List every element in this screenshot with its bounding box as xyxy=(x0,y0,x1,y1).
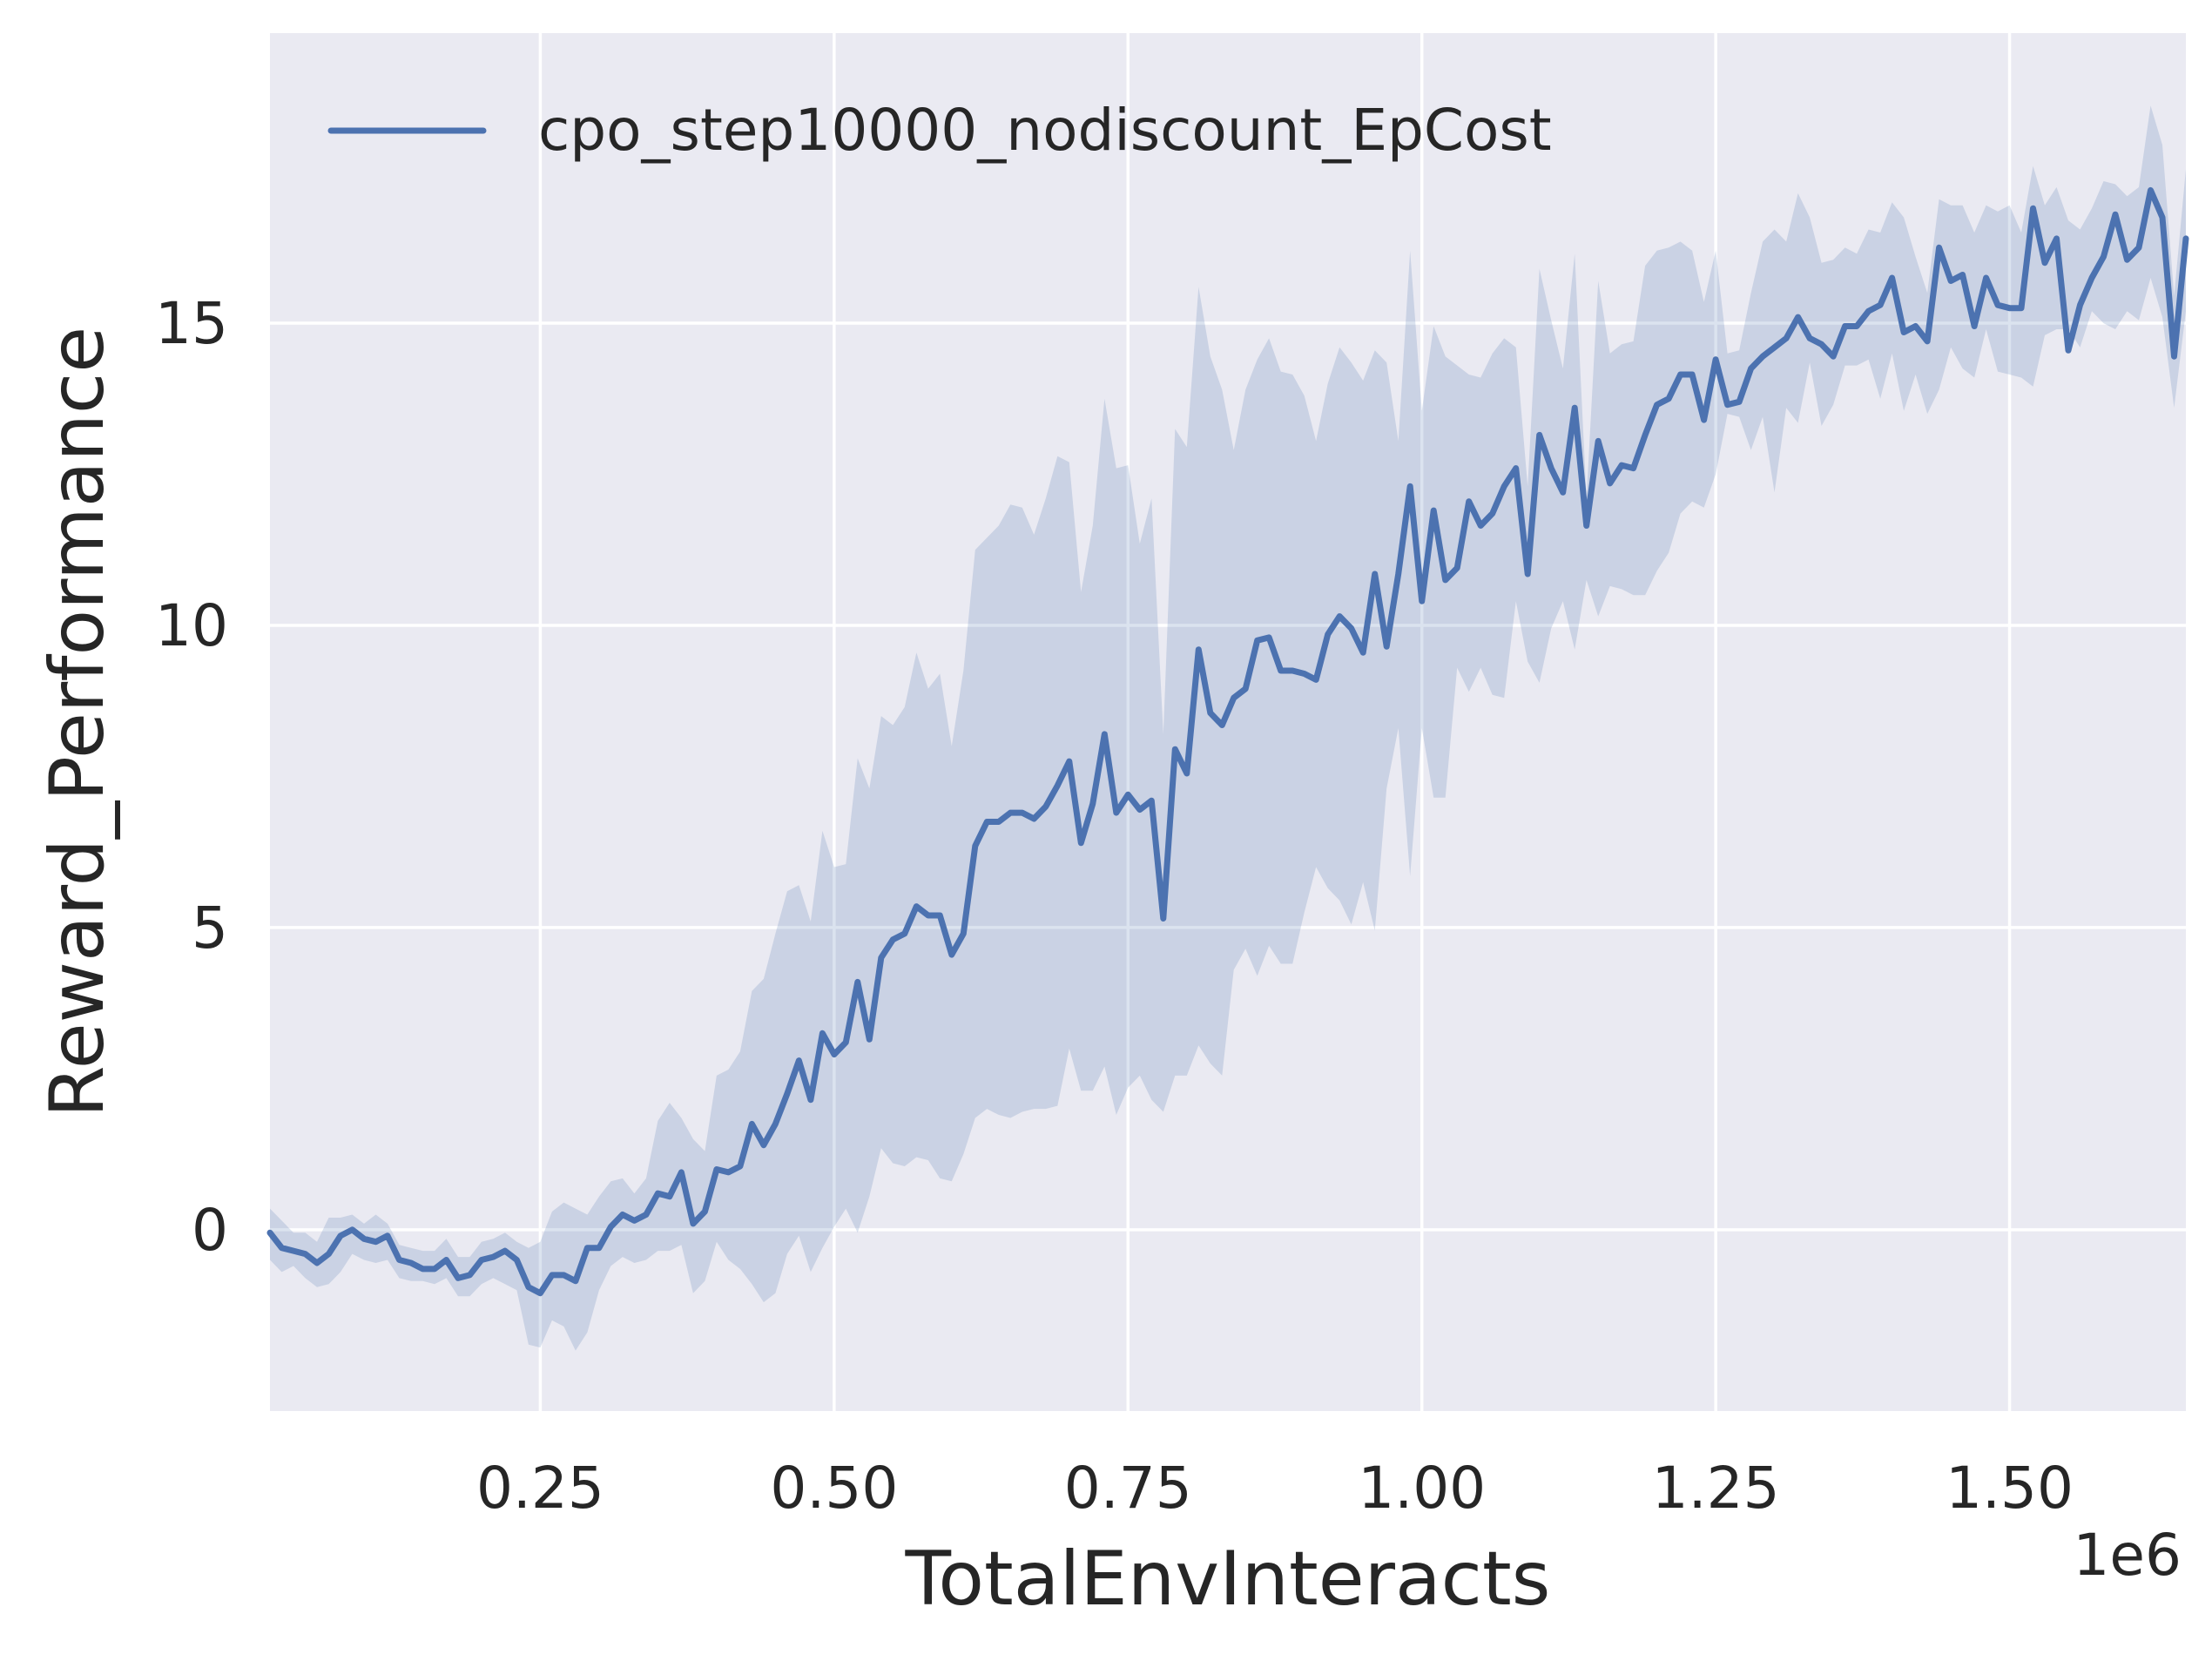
x-tick-label: 0.50 xyxy=(770,1455,898,1522)
y-axis-label: Reward_Performance xyxy=(34,327,121,1117)
y-tick-label: 10 xyxy=(155,592,228,659)
y-tick-label: 15 xyxy=(155,290,228,357)
x-tick-labels: 0.25 0.50 0.75 1.00 1.25 1.50 xyxy=(476,1455,2074,1522)
series-lines xyxy=(266,186,2189,1297)
y-tick-label: 0 xyxy=(192,1197,228,1264)
x-tick-label: 0.75 xyxy=(1064,1455,1192,1522)
x-tick-label: 1.00 xyxy=(1358,1455,1486,1522)
x-axis-offset-label: 1e6 xyxy=(2073,1522,2182,1589)
x-axis-label: TotalEnvInteracts xyxy=(905,1536,1551,1623)
legend-label: cpo_step10000_nodiscount_EpCost xyxy=(538,97,1552,164)
grid-lines xyxy=(270,33,2186,1411)
x-tick-label: 0.25 xyxy=(476,1455,604,1522)
x-tick-label: 1.50 xyxy=(1946,1455,2074,1522)
plot-area-background xyxy=(270,33,2186,1411)
x-tick-label: 1.25 xyxy=(1652,1455,1780,1522)
legend: cpo_step10000_nodiscount_EpCost xyxy=(327,97,1552,164)
y-tick-label: 5 xyxy=(192,895,228,962)
y-tick-labels: 0 5 10 15 xyxy=(155,290,228,1264)
series-line xyxy=(266,186,2189,1297)
